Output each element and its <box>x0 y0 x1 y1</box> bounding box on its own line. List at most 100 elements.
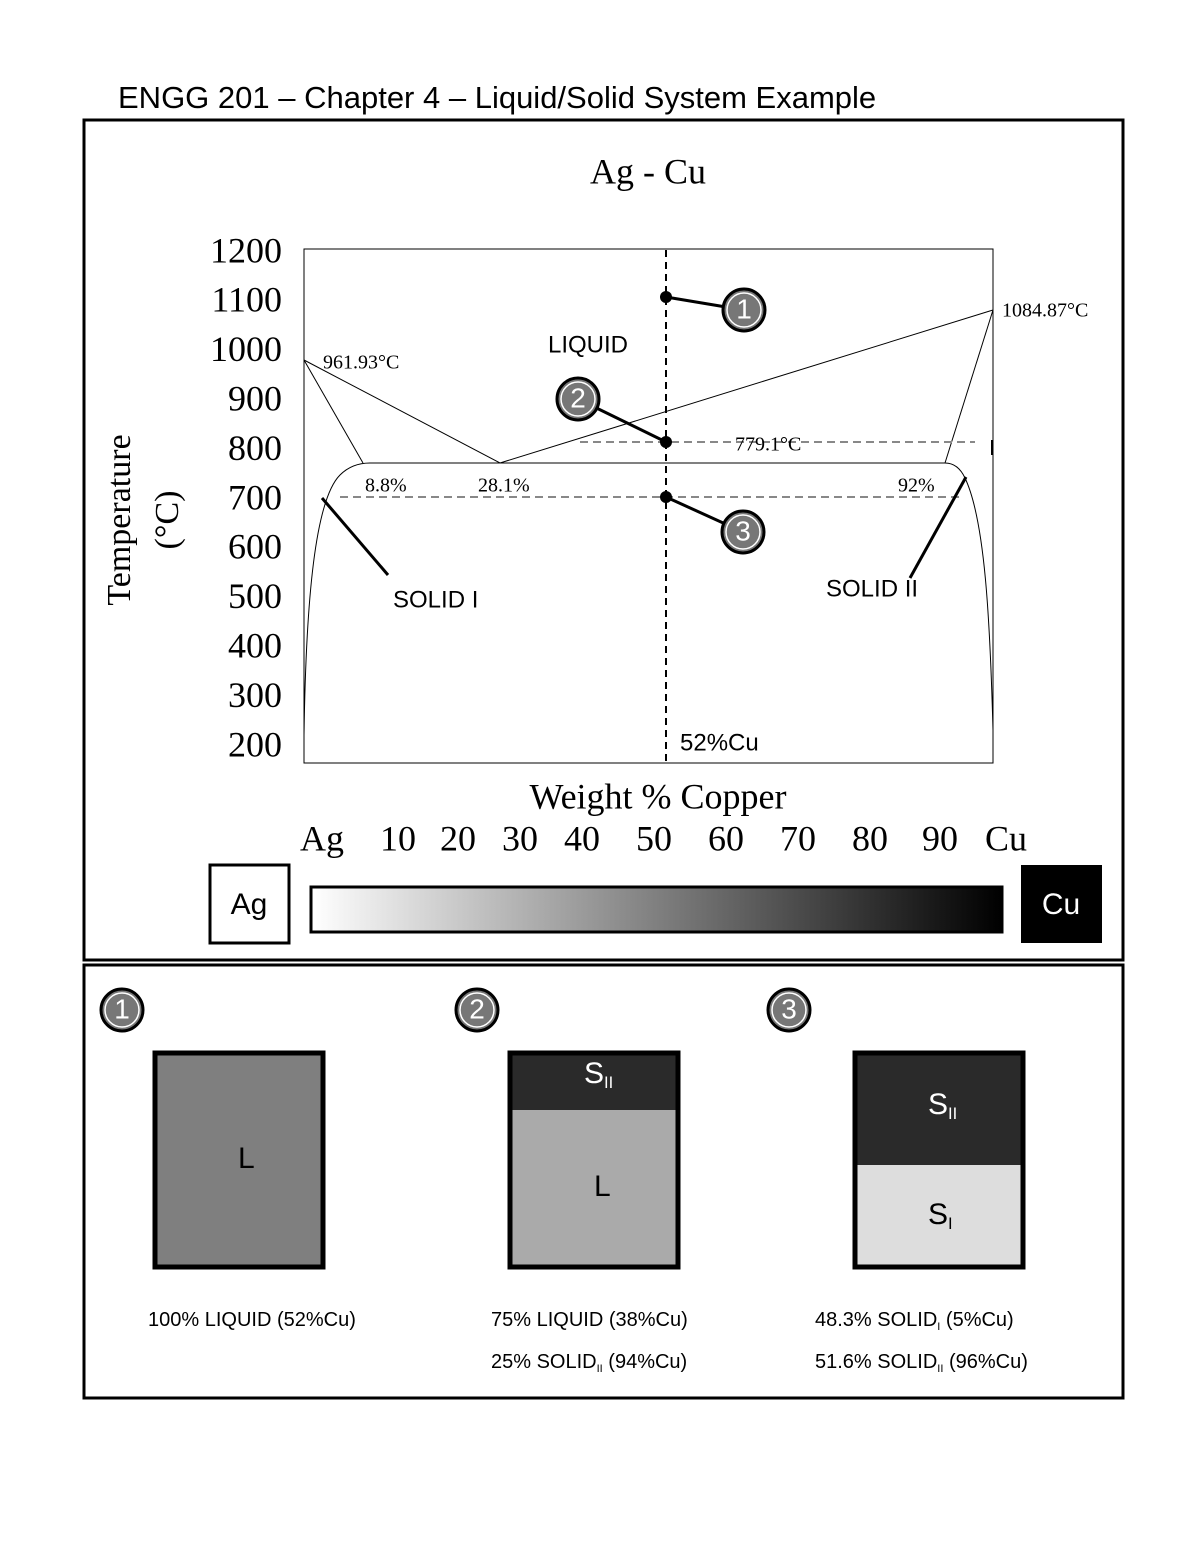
callout-ring <box>560 381 596 417</box>
y-tick-label: 700 <box>228 477 282 517</box>
x-tick-label: Ag <box>300 818 344 858</box>
ag-label: Ag <box>231 888 268 921</box>
callout-number: 3 <box>781 993 797 1024</box>
phase-region <box>855 1165 1023 1267</box>
label-tail: (94%Cu) <box>603 1351 687 1373</box>
label-subscript: II <box>604 1074 613 1092</box>
callout-circle <box>454 987 500 1033</box>
label-text: 48.3% SOLID <box>815 1309 937 1331</box>
callout-ring <box>771 992 807 1028</box>
x-tick-label: 70 <box>780 818 816 858</box>
container <box>507 1050 681 1270</box>
annotation: SOLID I <box>393 586 478 613</box>
label-text: 25% SOLID <box>491 1351 597 1373</box>
label-subscript: I <box>948 1215 953 1233</box>
callout-circle <box>555 376 601 422</box>
y-ticks: 1200 1100 1000 900 800 700 600 500 400 300 200 <box>210 230 282 764</box>
callouts: 1 2 3 <box>555 287 767 555</box>
label: L <box>238 1142 255 1175</box>
annotation: 92% <box>898 475 935 497</box>
callout-number: 1 <box>736 293 752 324</box>
label-text: 51.6% SOLID <box>815 1351 937 1373</box>
label: L <box>594 1170 611 1203</box>
y-tick-label: 1000 <box>210 329 282 369</box>
y-label: (°C) <box>149 491 186 550</box>
phase-lines <box>303 250 994 763</box>
label-text: S <box>928 1198 948 1231</box>
label-subscript: II <box>948 1105 957 1123</box>
label-subscript: II <box>597 1363 603 1375</box>
callout-number: 3 <box>735 515 751 546</box>
x-tick-label: 20 <box>440 818 476 858</box>
callout-number: 2 <box>469 993 485 1024</box>
y-tick-label: 1200 <box>210 230 282 270</box>
y-label: Temperature <box>101 434 138 605</box>
container <box>152 1050 326 1270</box>
annotation: 1084.87°C <box>1002 300 1088 322</box>
diagram-title: Ag - Cu <box>590 151 706 191</box>
label-text: L <box>238 1142 255 1175</box>
label-tail: (5%Cu) <box>940 1309 1013 1331</box>
x-tick-label: 90 <box>922 818 958 858</box>
container <box>852 1050 1026 1270</box>
annotation: LIQUID <box>548 331 628 358</box>
annotation: 52%Cu <box>680 729 759 756</box>
annotation: 28.1% <box>478 475 530 497</box>
label: 25% SOLIDII (94%Cu) <box>491 1351 687 1375</box>
callout-circle <box>99 987 145 1033</box>
x-tick-label: 40 <box>564 818 600 858</box>
phase-region <box>510 1110 678 1267</box>
states-frame <box>82 963 1125 1400</box>
callout-circle <box>766 987 812 1033</box>
label: 100% LIQUID (52%Cu) <box>148 1309 356 1331</box>
label-subscript: II <box>937 1363 943 1375</box>
label-text: 75% LIQUID (38%Cu) <box>491 1309 688 1331</box>
label: 48.3% SOLIDI (5%Cu) <box>815 1309 1014 1333</box>
page-title: ENGG 201 – Chapter 4 – Liquid/Solid Syst… <box>118 80 876 115</box>
y-tick-label: 800 <box>228 428 282 468</box>
label-text: S <box>584 1057 604 1090</box>
plot-frame <box>303 248 994 764</box>
composition-gradient <box>309 885 1004 934</box>
label-text: L <box>594 1170 611 1203</box>
label-text: 100% LIQUID (52%Cu) <box>148 1309 356 1331</box>
annotation: 8.8% <box>365 475 407 497</box>
label: SII <box>584 1057 613 1092</box>
label-subscript: I <box>937 1321 940 1333</box>
label: 51.6% SOLIDII (96%Cu) <box>815 1351 1028 1375</box>
callout-number: 2 <box>570 382 586 413</box>
callout-ring <box>459 992 495 1028</box>
y-tick-label: 300 <box>228 675 282 715</box>
callout-ring <box>104 992 140 1028</box>
x-tick-label: 50 <box>636 818 672 858</box>
cu-label: Cu <box>1042 888 1080 921</box>
callout-ring <box>725 514 761 550</box>
y-tick-label: 400 <box>228 625 282 665</box>
x-label: Weight % Copper <box>529 776 786 816</box>
label-text: S <box>928 1088 948 1121</box>
ag-box <box>208 863 291 945</box>
phase-region <box>510 1053 678 1110</box>
callout-ring <box>726 292 762 328</box>
x-tick-label: 60 <box>708 818 744 858</box>
y-tick-label: 600 <box>228 527 282 567</box>
label: 75% LIQUID (38%Cu) <box>491 1309 688 1331</box>
label-tail: (96%Cu) <box>943 1351 1027 1373</box>
state: 1 L 100% LIQUID (52%Cu) <box>99 987 356 1331</box>
label: SI <box>928 1198 953 1233</box>
y-tick-label: 900 <box>228 378 282 418</box>
x-tick-label: 80 <box>852 818 888 858</box>
y-tick-label: 500 <box>228 576 282 616</box>
callout-circle <box>720 509 766 555</box>
x-ticks: Ag 10 20 30 40 50 60 70 80 90 Cu <box>300 818 1027 858</box>
x-tick-label: 10 <box>380 818 416 858</box>
y-tick-label: 200 <box>228 724 282 764</box>
annotation: 961.93°C <box>323 352 399 374</box>
label: SII <box>928 1088 957 1123</box>
callout-circle <box>721 287 767 333</box>
x-tick-label: Cu <box>985 818 1027 858</box>
